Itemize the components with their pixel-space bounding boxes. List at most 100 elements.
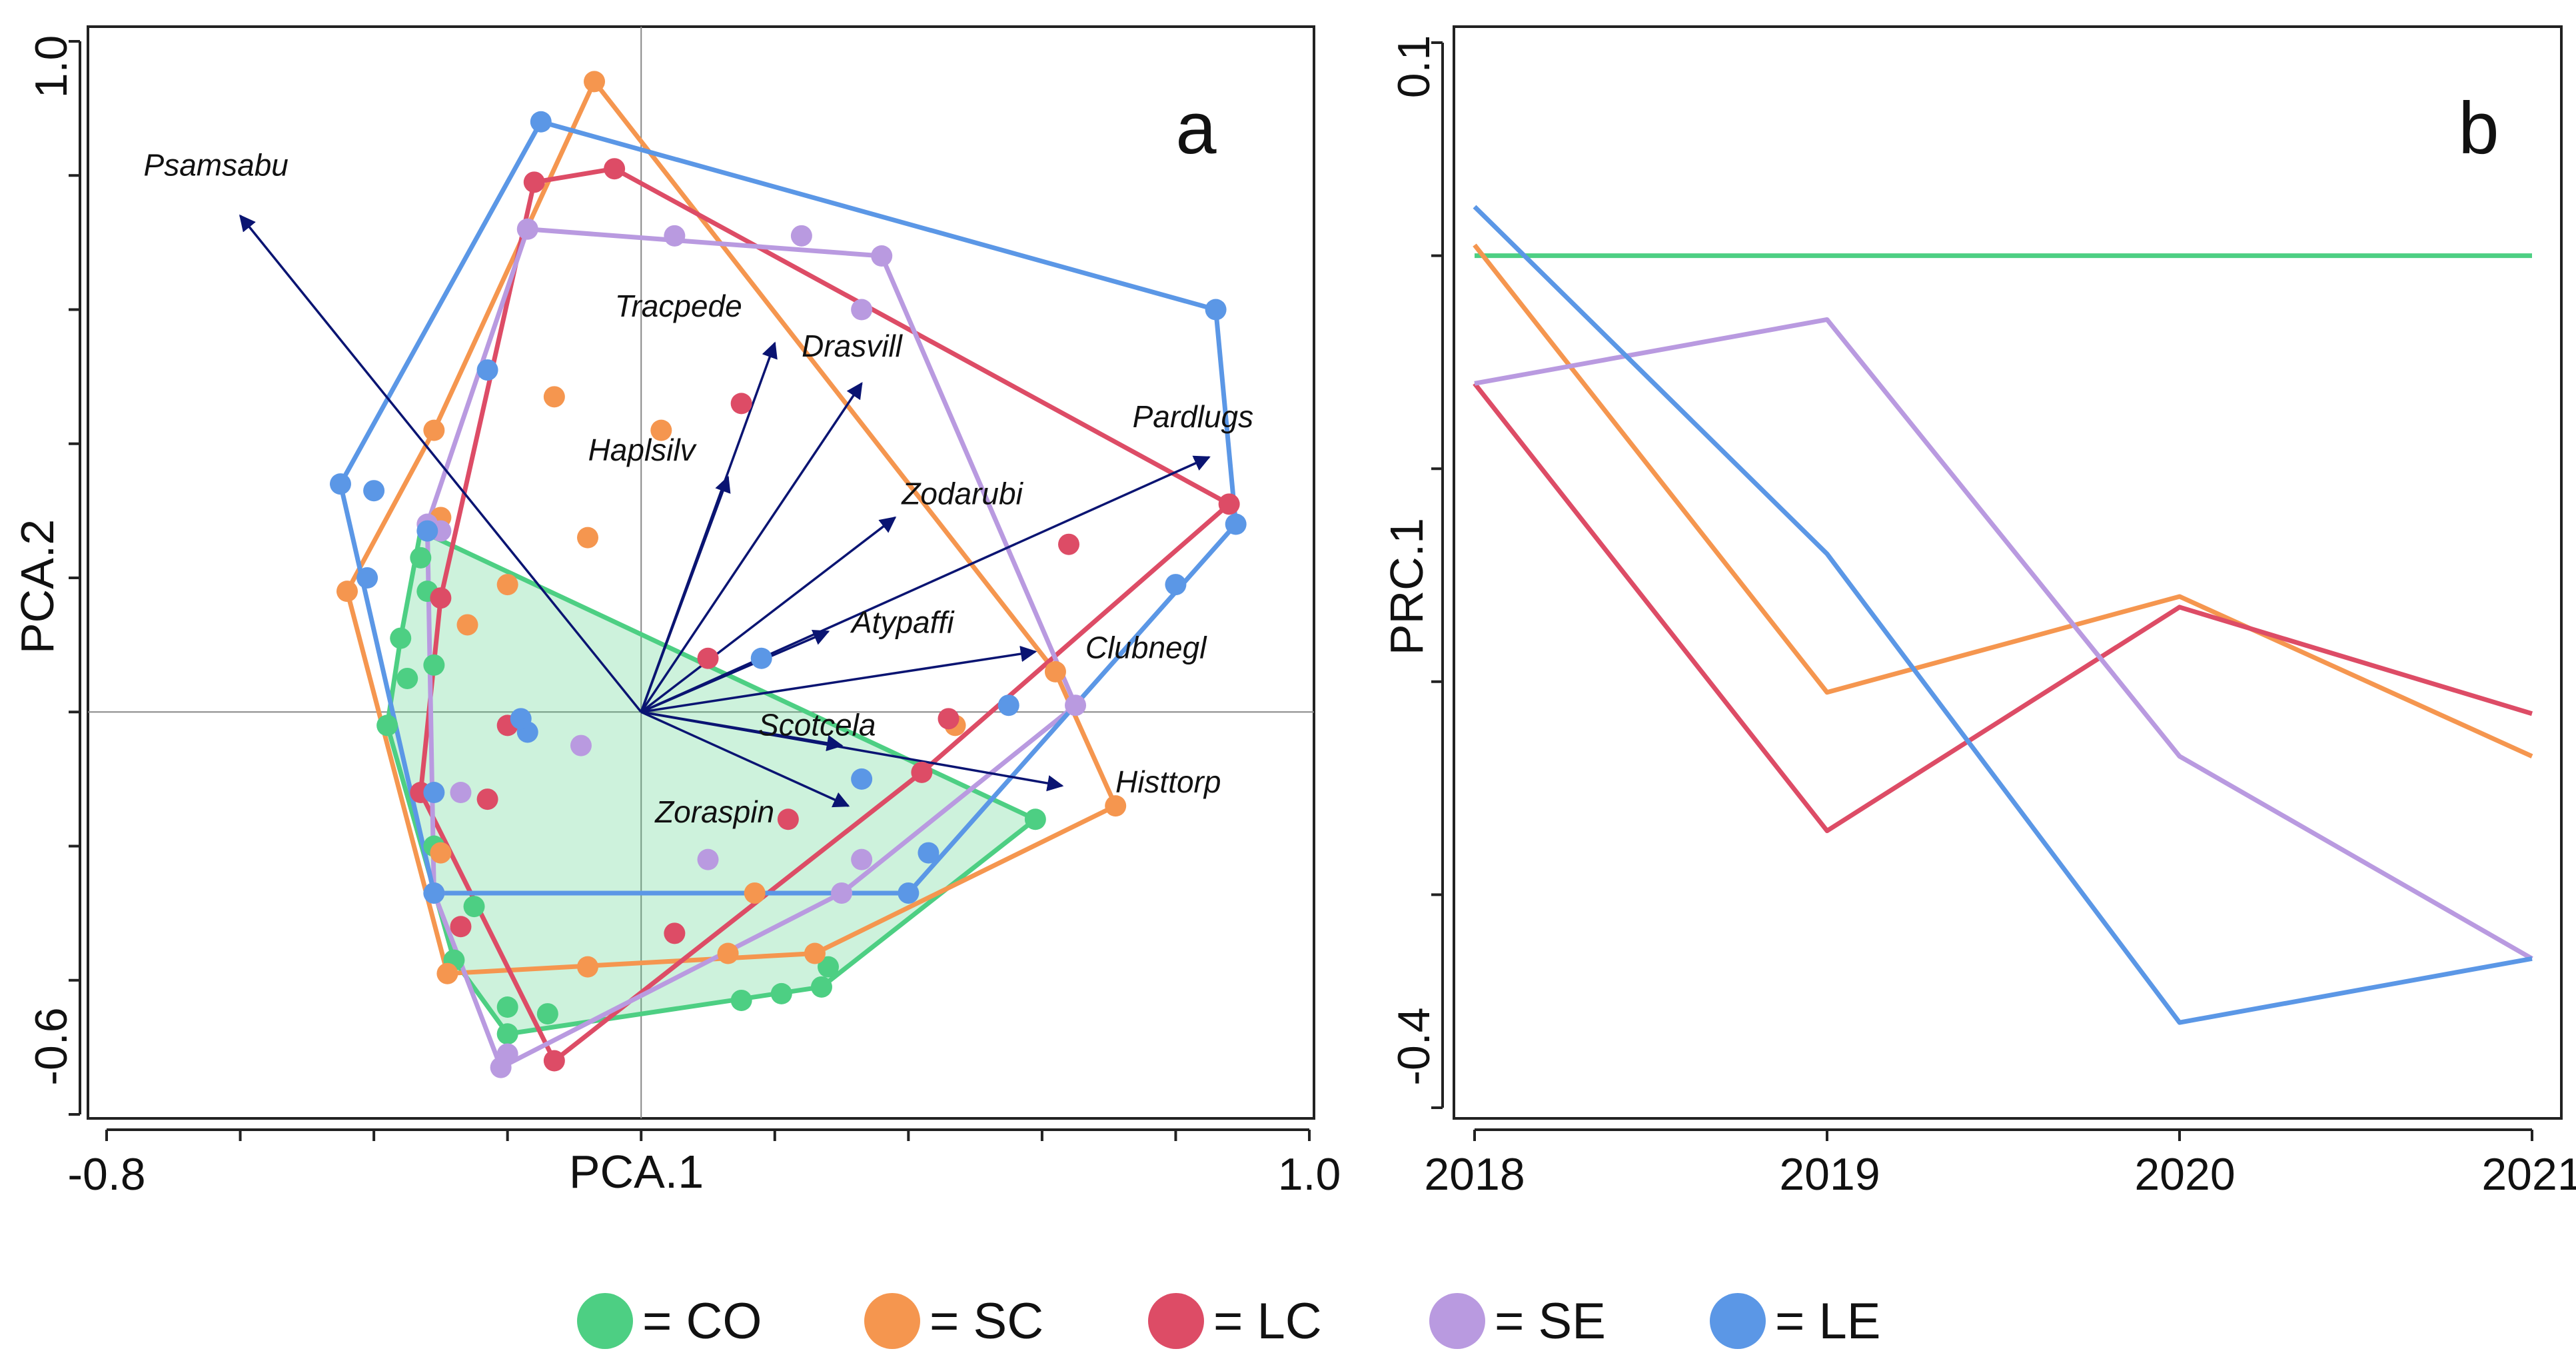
point-le (423, 782, 445, 803)
point-le (997, 694, 1019, 716)
panel-a-points (329, 71, 1247, 1078)
point-le (750, 647, 772, 669)
point-se (851, 299, 873, 321)
point-le (1165, 574, 1187, 596)
vector-psamsabu (239, 214, 642, 713)
point-le (851, 768, 873, 790)
panel-b-y-tick-label-min: -0.4 (1389, 1007, 1439, 1085)
panel-b-prc: b PRC.1 0.1 -0.4 2018 2019 2020 2021 (1381, 25, 2576, 1200)
point-lc (543, 1050, 565, 1072)
point-sc (430, 842, 452, 864)
panel-a-ticks (69, 40, 1311, 1141)
point-le (356, 567, 378, 589)
panel-a-pca-biplot: Psamsabu Tracpede Drasvill Pardlugs Haplsilv… (11, 25, 1341, 1200)
point-sc (804, 942, 826, 964)
panel-b-x-tick-label-2018: 2018 (1424, 1149, 1525, 1200)
panel-a-label: a (1175, 87, 1217, 169)
legend-label-co: = CO (642, 1293, 762, 1350)
point-co (1024, 808, 1046, 830)
point-sc (717, 942, 739, 964)
point-le (363, 480, 385, 502)
legend-swatch-se (1429, 1293, 1485, 1349)
point-se (1065, 694, 1087, 716)
point-co (423, 654, 445, 676)
point-sc (336, 581, 358, 603)
point-sc (577, 956, 598, 978)
legend-item-se: = SE (1429, 1293, 1606, 1350)
point-le (1225, 513, 1247, 535)
panel-b-x-tick-label-2020: 2020 (2134, 1149, 2235, 1200)
panel-a-hulls (338, 79, 1239, 1070)
point-se (664, 225, 686, 247)
panel-b-x-tick-label-2021: 2021 (2481, 1149, 2576, 1200)
point-le (918, 842, 940, 864)
panel-b-lines (1473, 205, 2533, 1025)
vector-pardlugs (640, 455, 1211, 713)
vector-drasvill (640, 382, 863, 713)
point-co (390, 627, 412, 649)
species-label-atypaffi: Atypaffi (850, 605, 955, 640)
point-sc (1105, 795, 1127, 817)
panel-a-y-tick-label-min: -0.6 (26, 1007, 77, 1085)
point-se (871, 245, 893, 267)
legend-item-le: = LE (1710, 1293, 1880, 1350)
point-le (423, 882, 445, 904)
point-sc (423, 419, 445, 441)
point-le (1205, 299, 1227, 321)
point-le (898, 882, 920, 904)
panel-b-frame (1453, 25, 2563, 1120)
point-sc (744, 882, 766, 904)
legend-swatch-sc (864, 1293, 920, 1349)
panel-a-frame (87, 25, 1315, 1120)
line-se (1474, 317, 2533, 961)
point-co (376, 714, 398, 736)
legend-item-co: = CO (577, 1293, 762, 1350)
legend-swatch-le (1710, 1293, 1766, 1349)
point-co (770, 982, 792, 1004)
point-se (516, 218, 538, 240)
point-lc (1058, 533, 1079, 555)
line-lc (1473, 382, 2533, 834)
species-label-drasvill: Drasvill (802, 329, 904, 363)
point-le (530, 111, 552, 133)
vector-clubnegl (640, 645, 1037, 713)
point-le (510, 708, 532, 730)
point-lc (1218, 493, 1240, 515)
species-label-psamsabu: Psamsabu (144, 148, 289, 183)
point-lc (697, 647, 719, 669)
vector-zoraspin (640, 710, 850, 808)
panel-a-y-axis-label: PCA.2 (11, 519, 63, 654)
point-se (697, 848, 719, 870)
panel-a-x-axis-label: PCA.1 (569, 1146, 704, 1198)
legend-item-lc: = LC (1148, 1293, 1322, 1350)
point-lc (476, 788, 498, 810)
species-label-tracpede: Tracpede (615, 289, 742, 323)
point-sc (584, 71, 606, 93)
panel-a-x-tick-label-max: 1.0 (1278, 1149, 1341, 1200)
panel-b-y-axis-label: PRC.1 (1381, 518, 1433, 655)
panel-b-label: b (2458, 87, 2499, 169)
species-label-clubnegl: Clubnegl (1085, 631, 1207, 665)
point-co (730, 989, 752, 1011)
legend-swatch-co (577, 1293, 633, 1349)
vector-atypaffi (640, 629, 830, 713)
point-lc (777, 808, 799, 830)
panel-a-species-vectors (239, 214, 1211, 808)
line-sc (1473, 243, 2533, 758)
legend-swatch-lc (1148, 1293, 1204, 1349)
point-co (496, 1023, 518, 1045)
point-co (496, 996, 518, 1018)
species-label-pardlugs: Pardlugs (1133, 399, 1254, 434)
point-co (396, 667, 418, 689)
panel-b-x-tick-label-2019: 2019 (1779, 1149, 1880, 1200)
point-sc (456, 614, 478, 636)
point-lc (938, 708, 960, 730)
point-co (818, 956, 839, 978)
species-label-zodarubi: Zodarubi (901, 476, 1023, 511)
legend: = CO = SC = LC = SE = LE (577, 1293, 1880, 1350)
species-label-histtorp: Histtorp (1115, 764, 1221, 799)
point-lc (664, 922, 686, 944)
point-lc (523, 171, 545, 193)
point-lc (430, 587, 452, 609)
